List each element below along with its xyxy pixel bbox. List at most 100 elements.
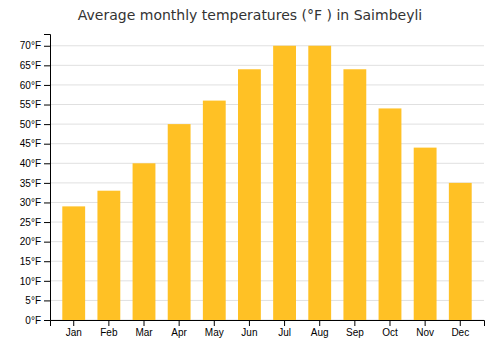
tick-mark (44, 281, 50, 282)
tick-mark (44, 261, 50, 262)
tick-label: 55°F (20, 99, 41, 110)
tick-label: 25°F (20, 217, 41, 228)
tick-mark (354, 320, 355, 326)
tick-label: 30°F (20, 197, 41, 208)
grid-line (50, 104, 484, 105)
tick-label: 70°F (20, 40, 41, 51)
title: Average monthly temperatures (°F ) in Sa… (78, 7, 422, 23)
tick: Apr (171, 320, 187, 338)
tick: Oct (382, 320, 398, 338)
tick-mark (44, 105, 50, 106)
grid (50, 46, 484, 320)
tick-label: 60°F (20, 80, 41, 91)
bar (414, 148, 437, 320)
bar (238, 69, 261, 320)
tick-label: Aug (311, 327, 329, 338)
bar (97, 191, 120, 320)
tick: 45°F (20, 138, 50, 149)
bar (62, 206, 85, 320)
plot: 0°F 5°F 10°F 15°F 20°F 25°F 30°F 35°F 40°F 45°F 50… (20, 35, 485, 339)
tick-label: Jan (66, 327, 82, 338)
tick: 60°F (20, 80, 50, 91)
tick: 65°F (20, 60, 50, 71)
tick-mark (425, 320, 426, 326)
tick-mark (44, 65, 50, 66)
tick-label: 0°F (25, 315, 41, 326)
tick: Jul (278, 320, 291, 338)
tick-mark (44, 202, 50, 203)
tick-label: 50°F (20, 119, 41, 130)
tick-mark (44, 242, 50, 243)
tick-label: 45°F (20, 138, 41, 149)
tick-label: Sep (346, 327, 364, 338)
tick: 40°F (20, 158, 50, 169)
tick-label: 65°F (20, 60, 41, 71)
bar (203, 101, 226, 320)
tick-label: 35°F (20, 178, 41, 189)
tick: 70°F (20, 40, 50, 51)
tick-label: Apr (171, 327, 187, 338)
tick: Dec (451, 320, 469, 338)
chart-container: Average monthly temperatures (°F ) in Sa… (0, 0, 500, 350)
grid-line (50, 45, 484, 46)
tick-mark (249, 320, 250, 326)
bar (308, 46, 331, 320)
tick-mark (214, 320, 215, 326)
tick: Aug (311, 320, 329, 338)
grid-line (50, 84, 484, 85)
tick: May (205, 320, 224, 338)
tick: 50°F (20, 119, 50, 130)
x-axis: JanFebMarAprMayJunJulAugSepOctNovDec (51, 320, 485, 338)
tick: 35°F (20, 178, 50, 189)
tick-mark (44, 85, 50, 86)
tick-mark (179, 320, 180, 326)
grid-line (50, 65, 484, 66)
tick-mark (389, 320, 390, 326)
tick: Nov (416, 320, 434, 338)
grid-line (50, 124, 484, 125)
tick: Feb (100, 320, 118, 338)
tick: Jan (66, 320, 82, 338)
bar (133, 163, 156, 320)
bar (449, 183, 472, 320)
grid-line (50, 143, 484, 144)
tick: 5°F (25, 295, 50, 306)
tick-mark (108, 320, 109, 326)
tick-label: Feb (100, 327, 118, 338)
tick-mark (144, 320, 145, 326)
tick-mark (319, 320, 320, 326)
bar (379, 108, 402, 320)
tick-label: Oct (382, 327, 398, 338)
tick-mark (44, 163, 50, 164)
tick-mark (460, 320, 461, 326)
axis-line (44, 35, 51, 321)
bar (168, 124, 191, 320)
tick-label: Jun (241, 327, 257, 338)
tick: 20°F (20, 236, 50, 247)
tick: 15°F (20, 256, 50, 267)
tick-mark (44, 124, 50, 125)
tick: 10°F (20, 276, 50, 287)
tick-label: 15°F (20, 256, 41, 267)
tick-label: Nov (416, 327, 434, 338)
tick-label: May (205, 327, 224, 338)
tick-label: 20°F (20, 236, 41, 247)
tick: 25°F (20, 217, 50, 228)
tick-label: 10°F (20, 276, 41, 287)
tick-mark (73, 320, 74, 326)
tick-mark (44, 222, 50, 223)
bar (343, 69, 366, 320)
tick-label: 40°F (20, 158, 41, 169)
tick: Jun (241, 320, 257, 338)
tick-mark (44, 300, 50, 301)
tick-mark (44, 183, 50, 184)
tick: 0°F (25, 315, 50, 326)
bar (273, 46, 296, 320)
tick: 55°F (20, 99, 50, 110)
tick-mark (44, 144, 50, 145)
tick-label: 5°F (25, 295, 41, 306)
tick-mark (284, 320, 285, 326)
tick-mark (44, 46, 50, 47)
tick-mark (44, 320, 50, 321)
axis-line (51, 321, 485, 327)
